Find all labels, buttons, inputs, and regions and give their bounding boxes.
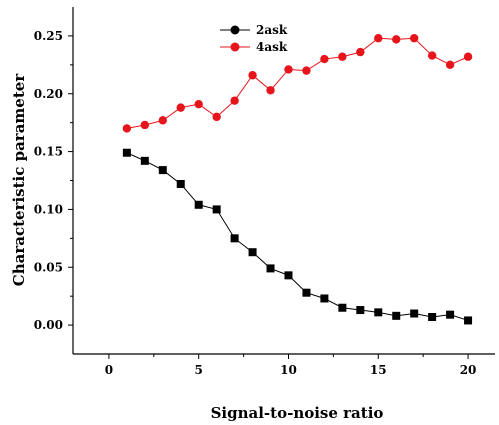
data-point-2ask bbox=[338, 303, 347, 312]
y-axis-title: Characteristic parameter bbox=[10, 73, 28, 287]
x-axis: 0 5 10 15 20 bbox=[105, 354, 477, 377]
data-point-2ask bbox=[140, 156, 149, 165]
x-tick-label: 15 bbox=[370, 363, 387, 377]
series-2ask bbox=[122, 148, 473, 325]
legend-item-4ask: 4ask bbox=[220, 40, 288, 54]
x-tick-label: 20 bbox=[460, 363, 477, 377]
data-point-4ask bbox=[122, 124, 132, 133]
data-point-4ask bbox=[445, 60, 455, 70]
data-point-2ask bbox=[374, 308, 383, 317]
series-layer bbox=[122, 34, 473, 325]
data-point-2ask bbox=[446, 310, 455, 319]
data-point-4ask bbox=[140, 120, 150, 130]
data-point-2ask bbox=[392, 311, 401, 320]
data-point-4ask bbox=[356, 47, 365, 57]
data-point-2ask bbox=[212, 205, 221, 214]
x-tick-label: 0 bbox=[105, 363, 113, 377]
data-point-4ask bbox=[266, 86, 275, 95]
y-tick-label: 0.25 bbox=[34, 29, 63, 43]
data-point-4ask bbox=[248, 71, 257, 80]
y-tick-label: 0.20 bbox=[34, 87, 63, 101]
data-point-2ask bbox=[428, 312, 437, 321]
data-point-4ask bbox=[409, 34, 419, 43]
data-point-4ask bbox=[427, 51, 437, 60]
data-point-2ask bbox=[302, 288, 311, 297]
data-point-4ask bbox=[320, 54, 329, 64]
data-point-2ask bbox=[464, 316, 473, 325]
data-point-4ask bbox=[338, 52, 347, 61]
legend-label: 4ask bbox=[256, 40, 288, 54]
data-point-2ask bbox=[158, 166, 167, 175]
data-point-4ask bbox=[302, 66, 311, 75]
y-tick-label: 0.15 bbox=[34, 145, 63, 159]
y-tick-label: 0.10 bbox=[34, 202, 63, 216]
data-point-2ask bbox=[356, 306, 365, 315]
data-point-2ask bbox=[176, 179, 185, 188]
data-point-4ask bbox=[284, 65, 293, 74]
legend-marker bbox=[230, 42, 240, 52]
data-point-2ask bbox=[122, 148, 131, 157]
series-line-4ask bbox=[126, 37, 469, 129]
data-point-4ask bbox=[230, 96, 239, 105]
series-4ask bbox=[122, 34, 473, 133]
x-tick-label: 5 bbox=[195, 363, 203, 377]
legend-marker bbox=[230, 25, 240, 35]
data-point-4ask bbox=[176, 103, 185, 112]
x-axis-title: Signal-to-noise ratio bbox=[211, 404, 384, 422]
data-point-4ask bbox=[374, 34, 383, 43]
data-point-4ask bbox=[212, 112, 221, 122]
x-tick-label: 10 bbox=[280, 363, 297, 377]
y-tick-label: 0.05 bbox=[34, 260, 63, 274]
legend: 2ask 4ask bbox=[220, 23, 288, 54]
data-point-2ask bbox=[230, 234, 239, 243]
data-point-4ask bbox=[392, 35, 401, 44]
y-tick-label: 0.00 bbox=[34, 318, 63, 332]
legend-label: 2ask bbox=[256, 23, 288, 37]
data-point-2ask bbox=[194, 200, 203, 209]
data-point-2ask bbox=[284, 271, 293, 280]
data-point-4ask bbox=[158, 116, 167, 125]
data-point-2ask bbox=[410, 309, 419, 318]
data-point-2ask bbox=[320, 294, 329, 303]
y-axis: 0.00 0.05 0.10 0.15 0.20 0.25 bbox=[34, 29, 73, 332]
data-point-2ask bbox=[266, 264, 275, 273]
series-line-2ask bbox=[126, 152, 469, 321]
data-point-4ask bbox=[463, 52, 473, 61]
data-point-4ask bbox=[194, 99, 203, 109]
legend-item-2ask: 2ask bbox=[220, 23, 288, 37]
data-point-2ask bbox=[248, 248, 257, 257]
